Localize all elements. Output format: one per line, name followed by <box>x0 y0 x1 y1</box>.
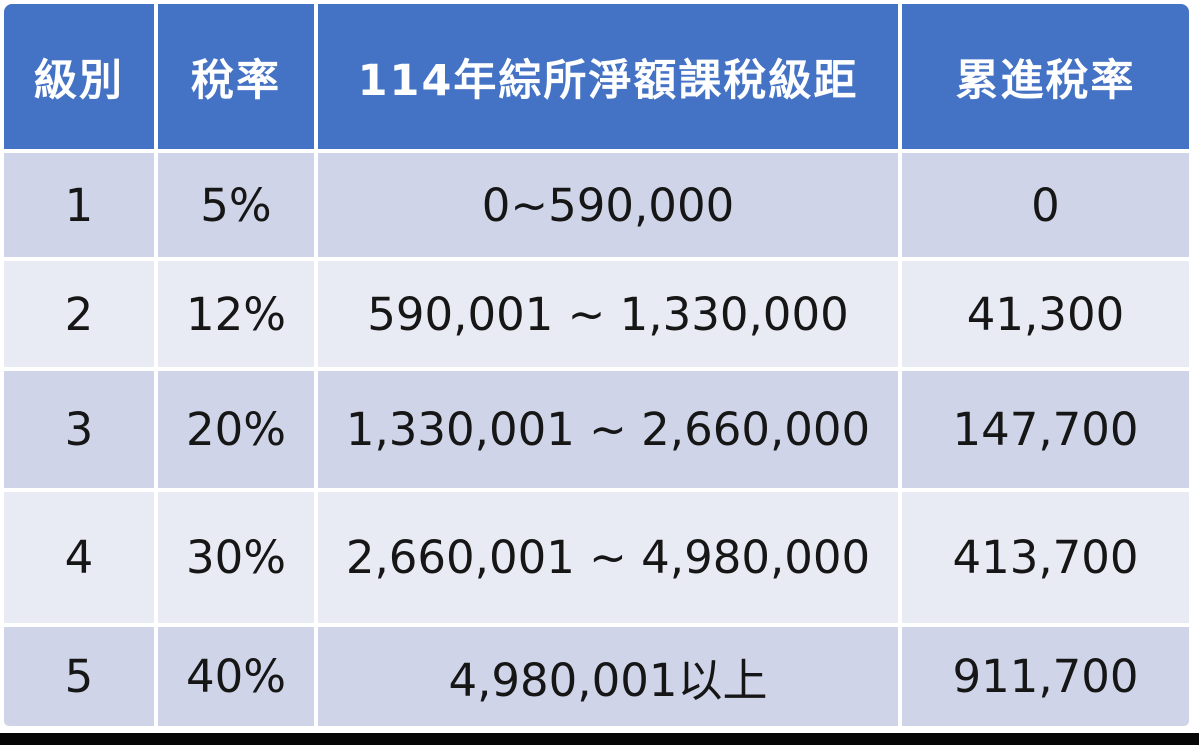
cell-rate: 12% <box>158 261 314 367</box>
cell-bracket: 590,001 ~ 1,330,000 <box>318 261 898 367</box>
table-row: 1 5% 0~590,000 0 <box>4 153 1189 257</box>
cell-progressive: 0 <box>902 153 1189 257</box>
bottom-black-bar <box>0 733 1199 745</box>
cell-progressive: 911,700 <box>902 627 1189 726</box>
header-cell-level: 級別 <box>4 4 154 149</box>
tax-bracket-table: 級別 稅率 114年綜所淨額課稅級距 累進稅率 1 5% 0~590,000 0 2 12… <box>4 4 1189 726</box>
table-body: 1 5% 0~590,000 0 2 12% 590,001 ~ 1,330,000 41,3… <box>4 153 1189 726</box>
header-cell-rate: 稅率 <box>158 4 314 149</box>
cell-bracket: 1,330,001 ~ 2,660,000 <box>318 371 898 488</box>
cell-bracket: 4,980,001以上 <box>318 627 898 726</box>
cell-progressive: 413,700 <box>902 492 1189 623</box>
cell-level: 3 <box>4 371 154 488</box>
cell-progressive: 147,700 <box>902 371 1189 488</box>
cell-rate: 40% <box>158 627 314 726</box>
cell-level: 4 <box>4 492 154 623</box>
table-row: 2 12% 590,001 ~ 1,330,000 41,300 <box>4 261 1189 367</box>
cell-level: 1 <box>4 153 154 257</box>
table-row: 3 20% 1,330,001 ~ 2,660,000 147,700 <box>4 371 1189 488</box>
header-row: 級別 稅率 114年綜所淨額課稅級距 累進稅率 <box>4 4 1189 149</box>
cell-bracket: 2,660,001 ~ 4,980,000 <box>318 492 898 623</box>
cell-rate: 30% <box>158 492 314 623</box>
header-cell-progressive: 累進稅率 <box>902 4 1189 149</box>
cell-bracket: 0~590,000 <box>318 153 898 257</box>
header-cell-bracket: 114年綜所淨額課稅級距 <box>318 4 898 149</box>
cell-progressive: 41,300 <box>902 261 1189 367</box>
cell-level: 2 <box>4 261 154 367</box>
cell-rate: 5% <box>158 153 314 257</box>
cell-rate: 20% <box>158 371 314 488</box>
cell-level: 5 <box>4 627 154 726</box>
table-row: 4 30% 2,660,001 ~ 4,980,000 413,700 <box>4 492 1189 623</box>
table-row: 5 40% 4,980,001以上 911,700 <box>4 627 1189 726</box>
